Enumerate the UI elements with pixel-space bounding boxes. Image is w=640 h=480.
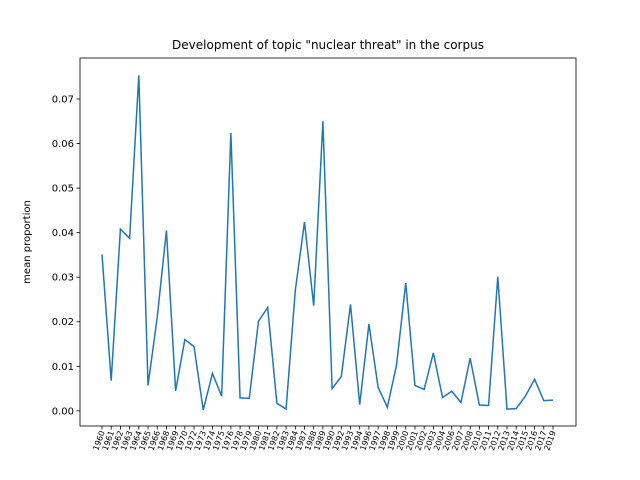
y-tick-label: 0.03 bbox=[52, 273, 74, 284]
y-tick-label: 0.04 bbox=[52, 228, 74, 239]
y-tick-label: 0.02 bbox=[52, 317, 74, 328]
plot-frame bbox=[79, 57, 577, 427]
data-line bbox=[101, 75, 554, 411]
y-tick-label: 0.06 bbox=[52, 139, 74, 150]
y-tick-label: 0.07 bbox=[52, 94, 74, 105]
y-tick-label: 0.00 bbox=[52, 406, 74, 417]
y-tick-label: 0.01 bbox=[52, 362, 74, 373]
y-axis-label: mean proportion bbox=[22, 200, 33, 284]
chart-title: Development of topic "nuclear threat" in… bbox=[172, 38, 484, 52]
y-tick-label: 0.05 bbox=[52, 184, 74, 195]
